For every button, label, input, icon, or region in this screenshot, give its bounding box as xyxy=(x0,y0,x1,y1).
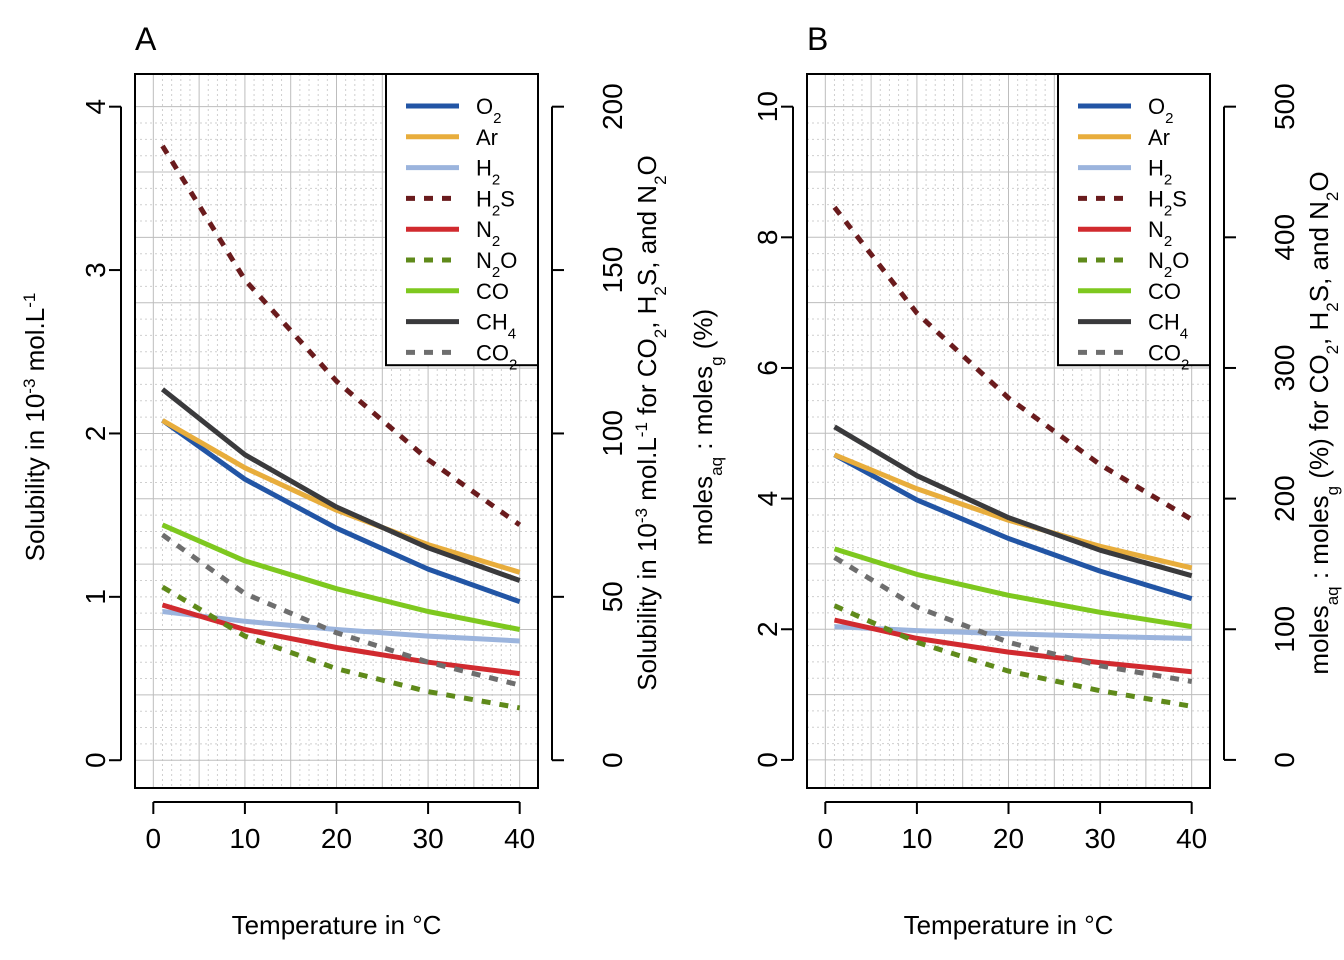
x-tick-label: 30 xyxy=(413,823,444,854)
series-line-co xyxy=(833,546,1193,630)
x-tick-label: 40 xyxy=(504,823,535,854)
legend-label-ar: Ar xyxy=(476,125,498,150)
series-line-h2s xyxy=(160,144,522,527)
y-right-tick-label: 400 xyxy=(1269,214,1300,261)
y-left-tick-label: 0 xyxy=(752,752,783,768)
y-right-tick-label: 300 xyxy=(1269,345,1300,392)
x-tick-label: 0 xyxy=(818,823,834,854)
y-left-tick-label: 2 xyxy=(80,426,111,442)
y-left-tick-label: 3 xyxy=(80,262,111,278)
panel-b: 0 10 20 30 40 Temperature in °C 0 2 4 6 8 10 molesaq… xyxy=(688,21,1342,940)
series-line-n2 xyxy=(161,602,521,677)
series-line-co xyxy=(161,522,521,632)
series-line-ch4 xyxy=(833,424,1193,579)
plot-frame xyxy=(134,73,539,789)
y-axis-left: 0 1 2 3 4 xyxy=(80,99,122,768)
y-right-tick-label: 0 xyxy=(1269,752,1300,768)
y-left-tick-label: 4 xyxy=(80,99,111,115)
x-axis: 0 10 20 30 40 xyxy=(818,801,1207,854)
y-right-tick-label: 150 xyxy=(597,247,628,294)
y-right-tick-label: 50 xyxy=(597,581,628,612)
data-lines xyxy=(832,205,1193,709)
x-axis: 0 10 20 30 40 xyxy=(146,801,535,854)
x-tick-label: 40 xyxy=(1176,823,1207,854)
y-right-tick-label: 500 xyxy=(1269,83,1300,130)
x-axis-title: Temperature in °C xyxy=(904,910,1114,940)
y-right-tick-label: 100 xyxy=(597,410,628,457)
x-tick-label: 0 xyxy=(146,823,162,854)
series-line-ar xyxy=(161,418,521,575)
y-axis-left-title: Solubility in 10-3 mol.L-1 xyxy=(20,293,51,562)
series-line-o2 xyxy=(833,452,1193,601)
y-axis-right: 0 50 100 150 200 xyxy=(551,83,628,768)
y-axis-left: 0 2 4 6 8 10 xyxy=(752,91,794,768)
x-axis-title: Temperature in °C xyxy=(232,910,442,940)
series-line-h2 xyxy=(162,609,520,644)
legend-box xyxy=(1057,73,1211,367)
y-left-tick-label: 2 xyxy=(752,621,783,637)
y-left-tick-label: 6 xyxy=(752,360,783,376)
legend-label-co: CO xyxy=(476,279,509,304)
y-right-tick-label: 200 xyxy=(1269,475,1300,522)
x-tick-label: 20 xyxy=(321,823,352,854)
y-axis-left-title: molesaq : molesg (%) xyxy=(688,309,726,545)
y-left-tick-label: 8 xyxy=(752,230,783,246)
series-line-co2 xyxy=(161,532,521,688)
y-axis-right-title: molesaq : molesg (%) for CO2, H2S, and N… xyxy=(1304,171,1342,674)
panel-label: B xyxy=(807,21,828,57)
y-left-tick-label: 0 xyxy=(80,752,111,768)
y-axis-right-title: Solubility in 10-3 mol.L-1 for CO2, H2S,… xyxy=(632,155,670,691)
legend-box xyxy=(385,73,539,367)
y-left-tick-label: 1 xyxy=(80,589,111,605)
panel-a: 0 10 20 30 40 Temperature in °C 0 1 2 3 4 Solubilit… xyxy=(20,21,670,940)
series-line-ch4 xyxy=(160,387,521,583)
panel-label: A xyxy=(135,21,157,57)
series-line-o2 xyxy=(161,418,521,605)
y-left-tick-label: 10 xyxy=(752,91,783,122)
series-line-h2s xyxy=(832,205,1193,522)
y-right-tick-label: 100 xyxy=(1269,606,1300,653)
y-right-tick-label: 200 xyxy=(597,83,628,130)
y-axis-right: 0 100 200 300 400 500 xyxy=(1223,83,1300,768)
legend-label-co: CO xyxy=(1148,279,1181,304)
series-line-ar xyxy=(833,452,1193,571)
x-tick-label: 20 xyxy=(993,823,1024,854)
y-right-tick-label: 0 xyxy=(597,752,628,768)
x-tick-label: 10 xyxy=(229,823,260,854)
plot-frame xyxy=(806,73,1211,789)
series-line-n2o xyxy=(833,603,1193,709)
x-tick-label: 30 xyxy=(1085,823,1116,854)
data-lines xyxy=(160,144,522,711)
x-tick-label: 10 xyxy=(901,823,932,854)
y-left-tick-label: 4 xyxy=(752,491,783,507)
legend-label-ar: Ar xyxy=(1148,125,1170,150)
